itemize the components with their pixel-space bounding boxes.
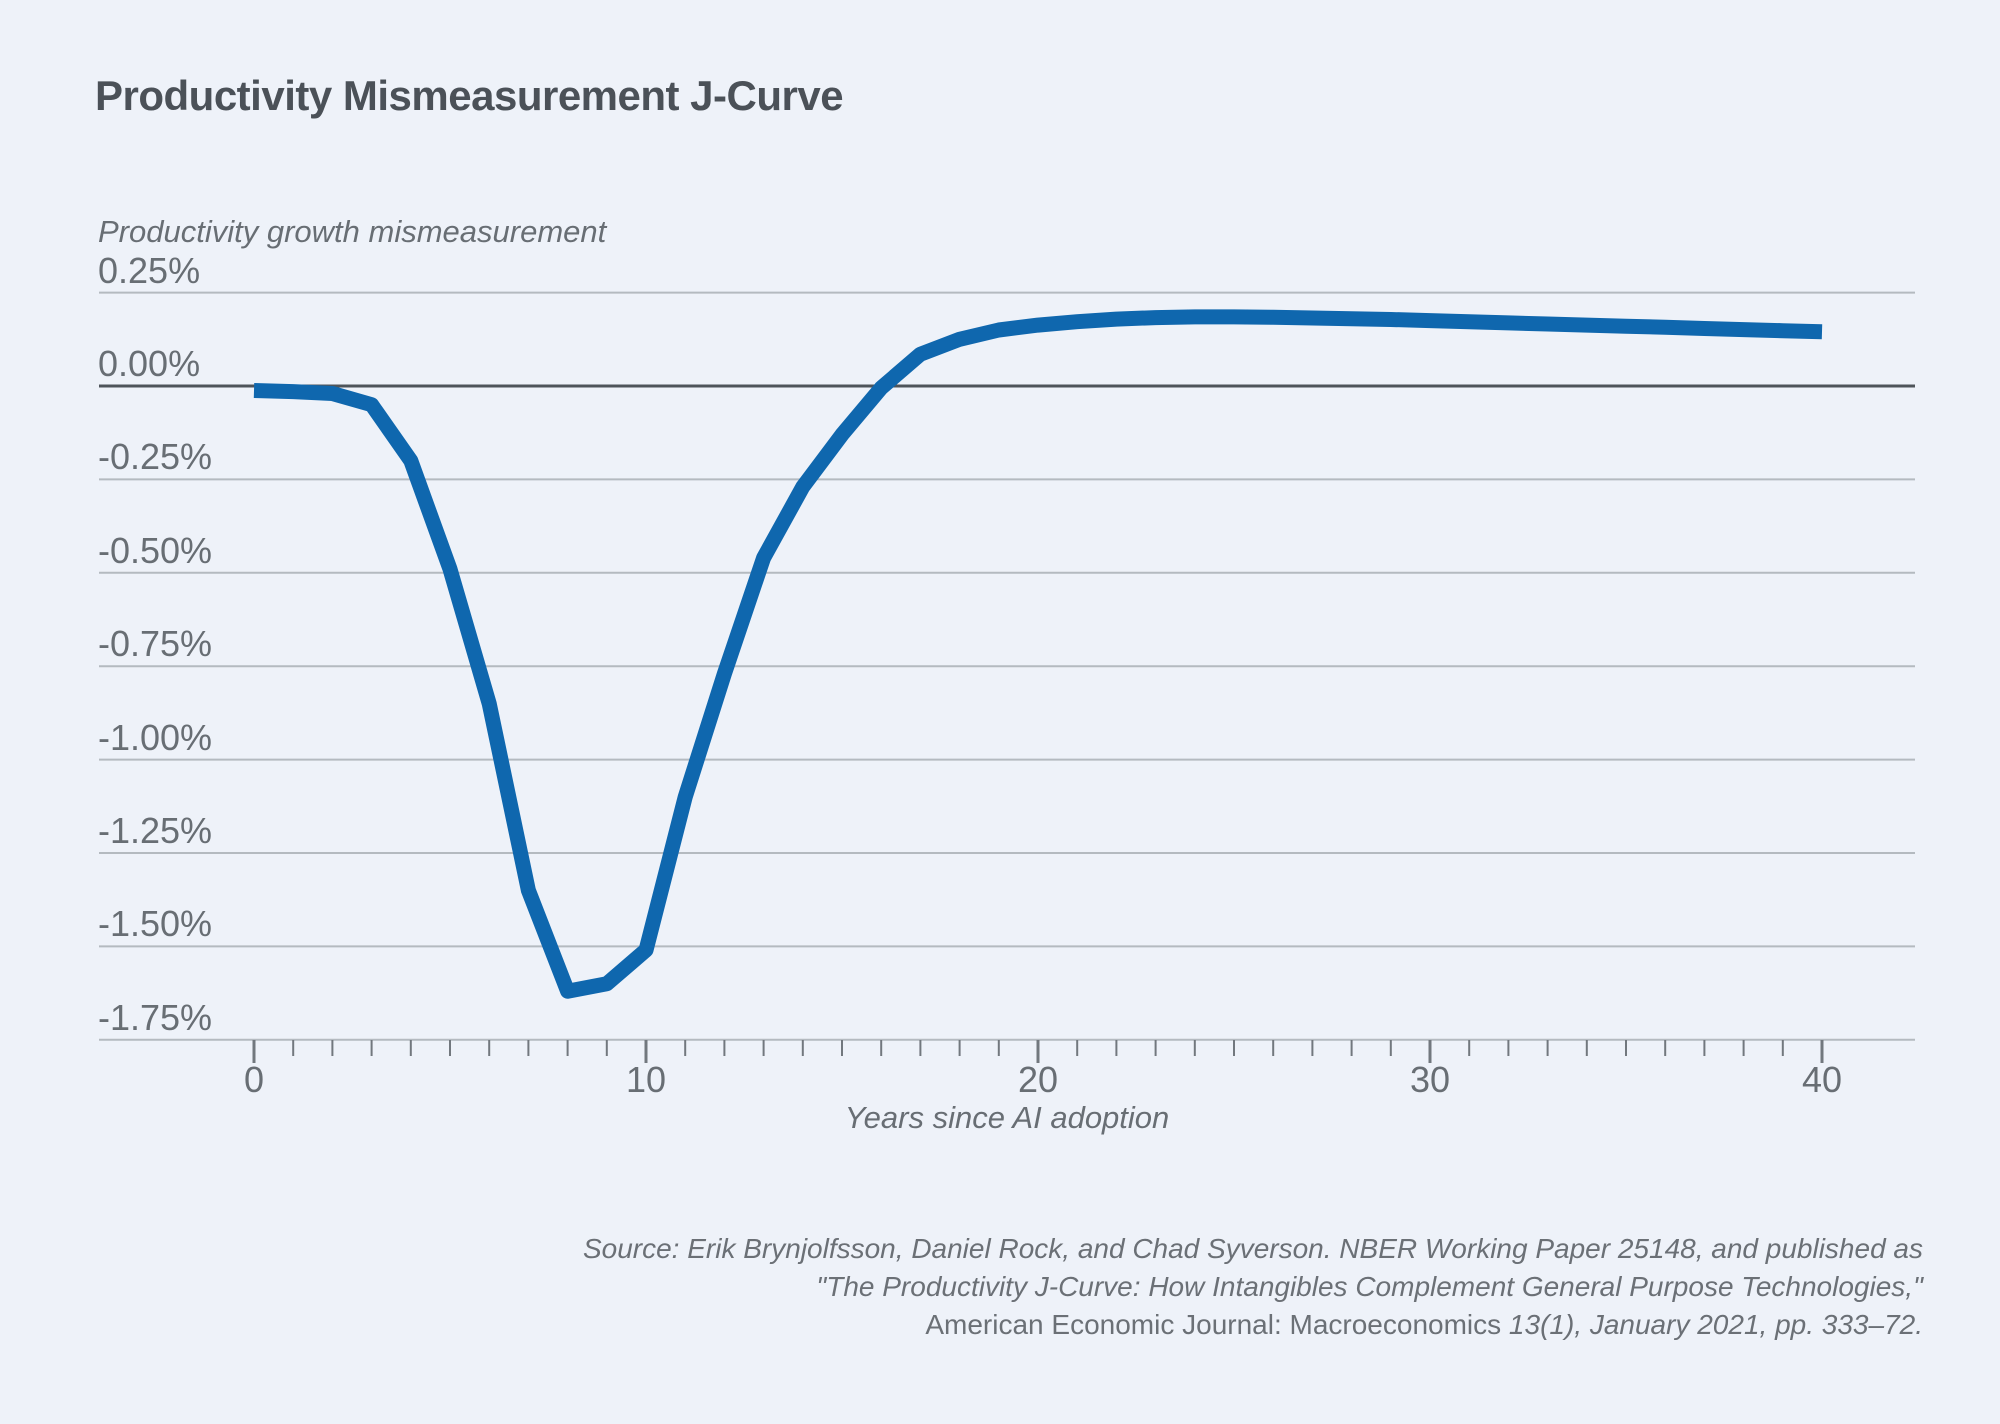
- y-tick-label: -0.75%: [98, 623, 213, 665]
- x-tick-label: 30: [1409, 1059, 1451, 1100]
- source-line-1: Source: Erik Brynjolfsson, Daniel Rock, …: [582, 1233, 1923, 1264]
- y-tick-label: -1.50%: [98, 903, 213, 945]
- y-tick-label: -0.50%: [98, 529, 213, 571]
- journal-name: American Economic Journal: Macroeconomic…: [925, 1309, 1502, 1340]
- x-tick-label: 40: [1801, 1059, 1843, 1100]
- x-tick-label: 0: [243, 1059, 265, 1100]
- x-tick-label: 10: [625, 1059, 667, 1100]
- citation-details: 13(1), January 2021, pp. 333–72.: [1501, 1309, 1923, 1340]
- gridlines: [99, 291, 1915, 1041]
- y-tick-label: -1.00%: [98, 716, 213, 758]
- source-line-3: American Economic Journal: Macroeconomic…: [583, 1306, 1923, 1344]
- chart-title: Productivity Mismeasurement J-Curve: [95, 72, 844, 119]
- y-axis-title: Productivity growth mismeasurement: [98, 214, 607, 249]
- y-tick-label: -1.75%: [98, 996, 213, 1038]
- x-tick-label: 20: [1017, 1059, 1059, 1100]
- series-line: [253, 309, 1823, 999]
- source-note: Source: Erik Brynjolfsson, Daniel Rock, …: [583, 1230, 1923, 1344]
- y-tick-label: 0.00%: [98, 343, 201, 384]
- x-axis-title: Years since AI adoption: [844, 1100, 1170, 1135]
- x-axis-tick-marks: [252, 1040, 1824, 1063]
- j-curve-line: [253, 309, 1823, 999]
- y-tick-label: -0.25%: [98, 436, 213, 478]
- y-tick-label: -1.25%: [98, 810, 213, 851]
- source-line-2: "The Productivity J-Curve: How Intangibl…: [816, 1271, 1923, 1302]
- y-tick-label: 0.25%: [98, 249, 201, 291]
